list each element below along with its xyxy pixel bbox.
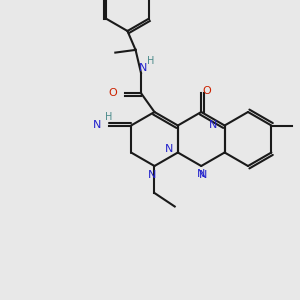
Text: N: N xyxy=(139,63,147,73)
Text: H: H xyxy=(105,112,112,122)
Text: N: N xyxy=(93,121,101,130)
Text: O: O xyxy=(203,86,212,96)
Text: H: H xyxy=(147,56,155,66)
Text: N: N xyxy=(164,145,173,154)
Text: N: N xyxy=(148,170,157,180)
Text: O: O xyxy=(108,88,117,98)
Text: N: N xyxy=(209,121,218,130)
Text: N: N xyxy=(199,170,207,180)
Text: N: N xyxy=(197,169,206,179)
